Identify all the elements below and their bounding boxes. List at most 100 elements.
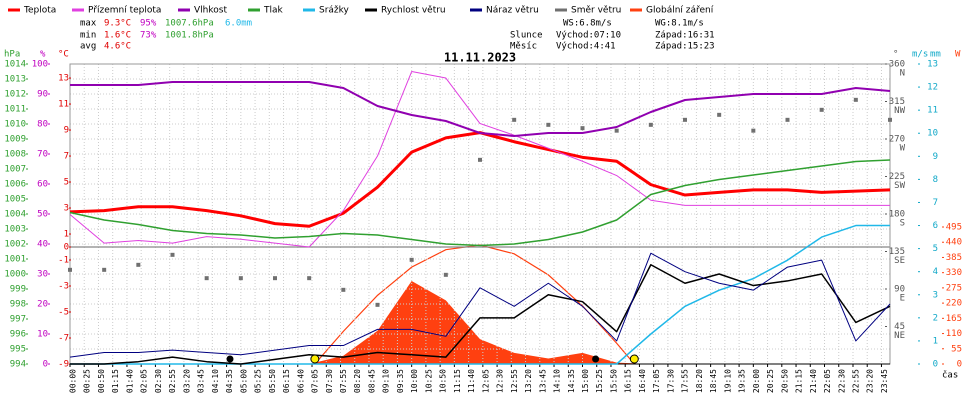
axis-unit: hPa: [4, 50, 20, 60]
x-tick-label: 16:40: [638, 369, 647, 393]
direction-point: [785, 117, 790, 122]
y-tick-label: 50: [37, 210, 48, 220]
y-tick-label: 45: [894, 322, 905, 332]
axis-unit: m/s: [912, 50, 928, 60]
x-tick-label: 20:25: [766, 369, 775, 393]
y-tick-label: 13: [927, 60, 938, 70]
x-tick-label: 17:30: [666, 369, 675, 393]
moon-label: Měsíc: [510, 42, 537, 52]
y-tick-label: 3: [933, 290, 938, 300]
moon-rise: Východ:4:41: [556, 42, 616, 52]
y-tick-label: 4: [933, 267, 938, 277]
x-tick-label: 07:05: [311, 369, 320, 393]
y-tick-label: 100: [32, 60, 48, 70]
x-tick-label: 01:15: [111, 369, 120, 393]
x-tick-label: 10:00: [410, 369, 419, 393]
axis-unit: mm: [930, 50, 941, 60]
y-tick-label: 1005: [4, 195, 26, 205]
sun-rise: Východ:07:10: [556, 31, 621, 41]
x-tick-label: 00:25: [83, 369, 92, 393]
y-tick-label: -7: [58, 334, 69, 344]
y-tick-label: 1011: [4, 105, 26, 115]
y-tick-label: 180: [889, 210, 905, 220]
x-tick-label: 03:45: [197, 369, 206, 393]
x-tick-label: 13:20: [524, 369, 533, 393]
x-tick-label: 06:40: [296, 369, 305, 393]
compass-label: S: [900, 219, 905, 229]
x-tick-label: 15:00: [581, 369, 590, 393]
x-tick-label: 09:10: [382, 369, 391, 393]
compass-label: E: [900, 294, 905, 304]
y-tick-label: 1012: [4, 90, 26, 100]
x-tick-label: 23:45: [880, 369, 889, 393]
compass-label: SE: [894, 256, 905, 266]
series-line: [70, 224, 890, 365]
compass-label: NE: [894, 331, 905, 341]
x-tick-label: 02:05: [140, 369, 149, 393]
y-tick-label: 0: [933, 360, 938, 370]
radiation-area: [70, 280, 890, 364]
series-line: [69, 252, 891, 358]
x-tick-label: 15:50: [609, 369, 618, 393]
direction-point: [68, 267, 72, 272]
y-tick-label: 30: [37, 270, 48, 280]
y-tick-label: 1010: [4, 120, 26, 130]
x-tick-label: 12:55: [510, 369, 519, 393]
compass-label: SW: [894, 181, 905, 191]
stat-label: avg: [80, 42, 96, 52]
legend-label: Směr větru: [571, 6, 621, 16]
direction-point: [170, 252, 175, 257]
x-tick-label: 02:30: [154, 369, 163, 393]
direction-point: [443, 272, 448, 277]
y-tick-label: 12: [927, 83, 938, 93]
y-tick-label: 0: [957, 360, 962, 370]
y-tick-label: 5: [64, 178, 69, 188]
series-line: [69, 71, 890, 248]
sun-marker: [629, 354, 639, 364]
stat-rain: 6.0mm: [225, 19, 252, 29]
x-tick-label: 01:40: [125, 369, 134, 393]
legend-label: Teplota: [23, 6, 56, 16]
series-line: [70, 264, 891, 365]
chart-title: 11.11.2023: [444, 51, 516, 65]
legend-label: Rychlost větru: [381, 6, 446, 16]
y-tick-label: -1: [58, 256, 69, 266]
y-tick-label: 80: [37, 120, 48, 130]
x-tick-label: 17:55: [681, 369, 690, 393]
x-tick-label: 11:15: [453, 369, 462, 393]
x-tick-label: 13:45: [538, 369, 547, 393]
x-tick-label: 02:55: [168, 369, 177, 393]
y-tick-label: 995: [10, 345, 26, 355]
moon-marker: [592, 355, 600, 363]
y-tick-label: 110: [946, 329, 962, 339]
x-tick-label: 00:50: [97, 369, 106, 393]
y-tick-label: 1014: [4, 60, 26, 70]
stat-pres: 1001.8hPa: [165, 31, 214, 41]
x-tick-label: 09:35: [396, 369, 405, 393]
x-tick-label: 05:25: [254, 369, 263, 393]
sun-label: Slunce: [510, 31, 543, 41]
y-tick-label: 275: [946, 283, 962, 293]
x-tick-label: 16:15: [624, 369, 633, 393]
x-tick-label: 19:35: [738, 369, 747, 393]
x-axis-label: čas: [942, 370, 958, 381]
x-tick-label: 21:40: [809, 369, 818, 393]
sun-marker: [310, 354, 320, 364]
y-tick-label: 999: [10, 285, 26, 295]
y-tick-label: 5: [933, 244, 938, 254]
y-tick-label: 1008: [4, 150, 26, 160]
x-tick-label: 08:20: [353, 369, 362, 393]
legend-label: Tlak: [263, 6, 284, 16]
y-tick-label: 11: [58, 100, 69, 110]
x-tick-label: 04:35: [225, 369, 234, 393]
y-tick-label: 0: [43, 360, 48, 370]
moon-marker: [226, 355, 234, 363]
axis-unit: °C: [58, 50, 69, 60]
wind-stat: WS:6.8m/s: [563, 19, 612, 29]
direction-point: [273, 276, 277, 281]
y-tick-label: 1013: [4, 75, 26, 85]
y-tick-label: 40: [37, 240, 48, 250]
y-tick-label: -5: [58, 308, 69, 318]
y-tick-label: 495: [946, 223, 962, 233]
y-tick-label: 1003: [4, 225, 26, 235]
